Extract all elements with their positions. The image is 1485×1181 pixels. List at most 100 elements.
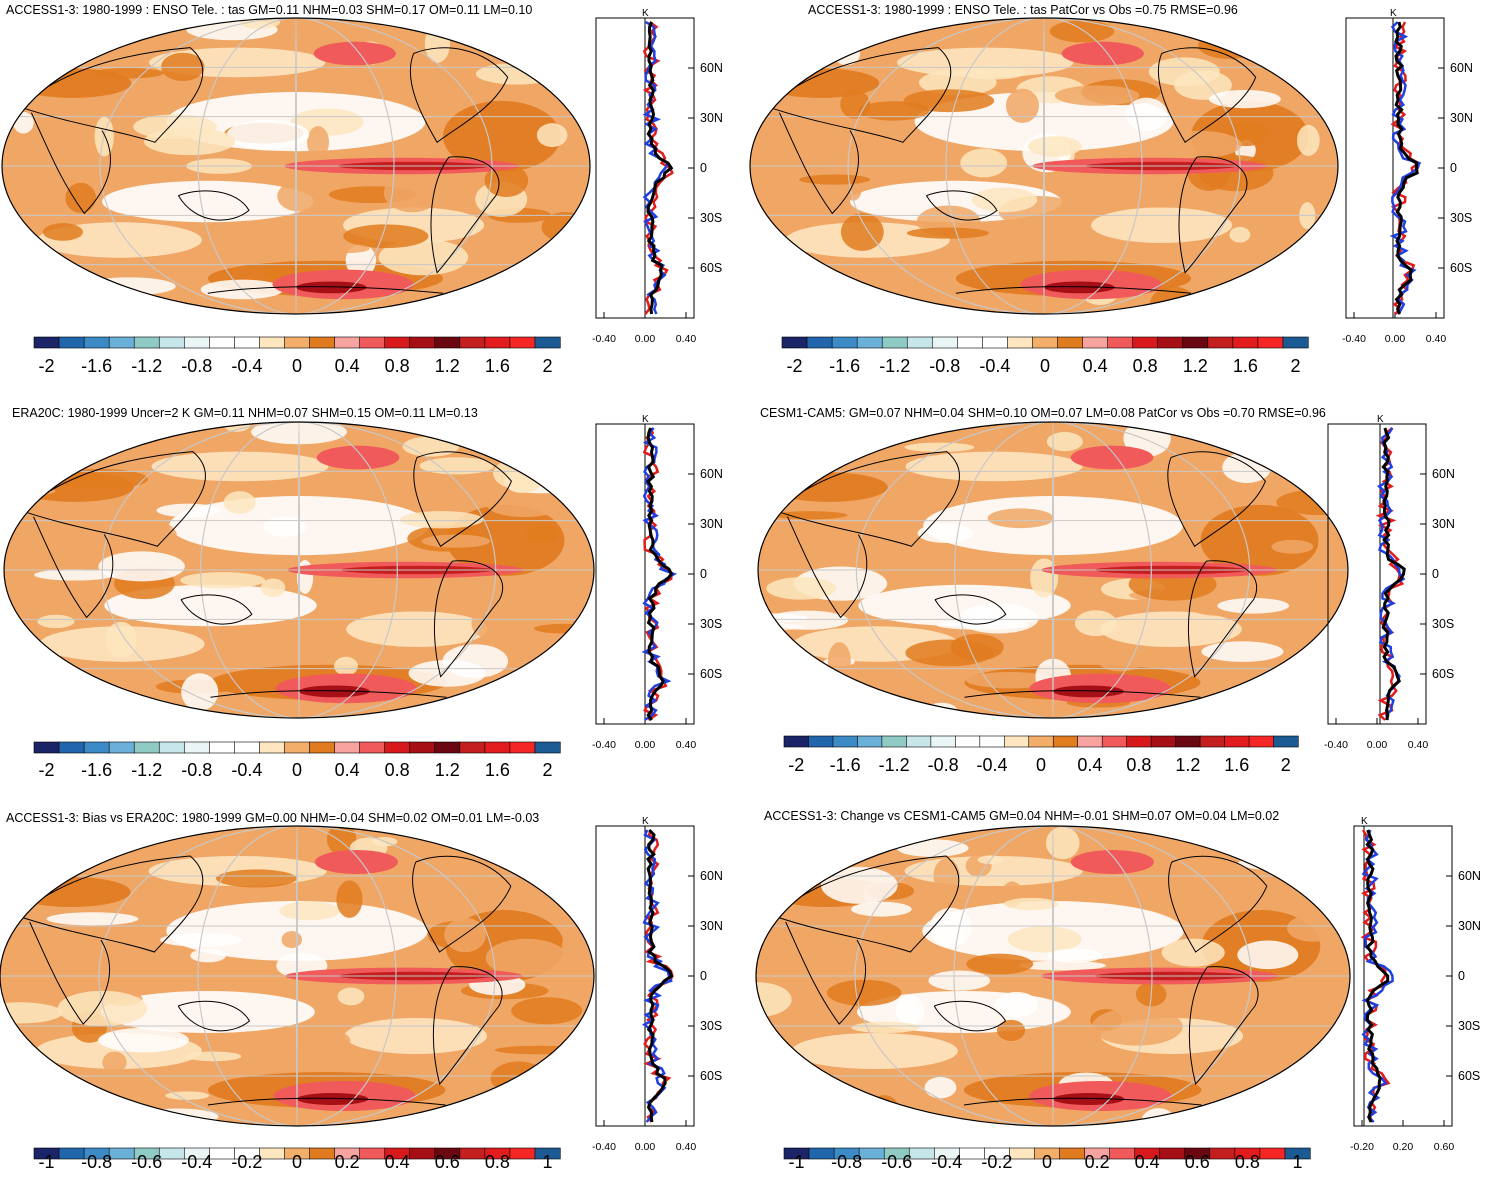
colorbar-cell (234, 336, 261, 349)
colorbar-label: 2 (542, 356, 552, 376)
field-patch (1074, 610, 1117, 637)
lat-label: 30S (700, 211, 722, 225)
panel-access-patcor: ACCESS1-3: 1980-1999 : ENSO Tele. : tas … (742, 0, 1485, 392)
field-patch (334, 656, 358, 676)
colorbar-label: 0.4 (1135, 1152, 1160, 1172)
graticule-meridian (1043, 18, 1045, 314)
x-tick-label: 0.00 (1367, 739, 1388, 751)
lat-label: 60N (1458, 869, 1481, 883)
field-patch (260, 578, 286, 597)
profile-curve (642, 20, 670, 315)
colorbar: -1 -0.8 -0.6 -0.4 -0.2 0 0.2 0.4 0.6 0.8 1 (33, 1147, 561, 1172)
coastlines (17, 855, 512, 1106)
field-patch (399, 511, 484, 529)
lat-label: 0 (1450, 161, 1457, 175)
field-patch (337, 987, 365, 1006)
lat-label: 30N (1450, 111, 1473, 125)
field-patch (190, 948, 226, 963)
field-patch (490, 1061, 547, 1096)
field-patch (101, 180, 314, 223)
graticule-meridian (298, 422, 300, 718)
colorbar-cell (534, 336, 561, 349)
north-patch (316, 445, 400, 470)
lat-label: 0 (1458, 969, 1465, 983)
x-tick-label: 0.00 (635, 1141, 656, 1153)
x-tick-label: 0.40 (1408, 739, 1429, 751)
colorbar-label: 0.8 (1126, 755, 1151, 775)
graticule (4, 422, 594, 718)
coastlines (775, 451, 1266, 698)
field-patch (344, 1018, 488, 1054)
coastline (785, 921, 866, 1025)
colorbar-cell (979, 735, 1005, 748)
graticule-meridian (101, 422, 497, 718)
coastline (963, 1097, 1202, 1106)
colorbar-cell (409, 336, 436, 349)
map-border (1, 17, 591, 315)
colorbar-cell (534, 1147, 561, 1160)
profile-unit-label: K (642, 8, 649, 19)
colorbar-cell (459, 336, 486, 349)
colorbar-cell (1182, 336, 1209, 349)
field-patch (536, 123, 568, 148)
coastline (1187, 560, 1258, 678)
coastline (412, 855, 512, 953)
field-patch (1156, 130, 1242, 159)
colorbar-cell (783, 735, 810, 748)
colorbar-cell (334, 336, 361, 349)
profile-unit-label: K (642, 414, 649, 425)
colorbar-cell (259, 741, 286, 754)
profile-curve (1390, 21, 1422, 315)
x-tick-label: 0.40 (676, 1141, 697, 1153)
colorbar-cell (509, 336, 536, 349)
colorbar-cell (309, 741, 336, 754)
colorbar-cell (856, 336, 883, 349)
x-tick-label: 0.20 (1393, 1141, 1414, 1153)
field-patch (851, 901, 912, 917)
field-patch (897, 47, 1074, 78)
colorbar-label: -0.8 (831, 1152, 862, 1172)
field-patch (241, 696, 265, 718)
colorbar-cell (881, 336, 908, 349)
colorbar-label: -0.8 (928, 755, 959, 775)
field-patch (35, 1093, 94, 1126)
field-patch (928, 970, 991, 991)
x-tick-label: 0.60 (1434, 1141, 1455, 1153)
coastline (964, 690, 1201, 698)
field-patch (758, 422, 827, 437)
colorbar-label: 0 (1036, 755, 1046, 775)
coastline (773, 855, 960, 953)
colorbar: -2 -1.6 -1.2 -0.8 -0.4 0 0.4 0.8 1.2 1.6 2 (33, 741, 561, 780)
field-patch (216, 869, 297, 888)
profile-curve (646, 828, 674, 1123)
coastline (29, 921, 110, 1025)
colorbar-cell (108, 336, 135, 349)
field-patch (98, 551, 185, 582)
colorbar-cell (1259, 1147, 1286, 1160)
field-patch (485, 938, 568, 977)
lat-label: 30S (700, 1019, 722, 1033)
field-patch (115, 291, 141, 314)
colorbar-label: 1.6 (485, 760, 510, 780)
field-patch (525, 681, 585, 706)
map-border (0, 825, 595, 1127)
profile-curve (646, 427, 674, 721)
lat-label: 60N (700, 869, 723, 883)
field-patch (383, 173, 441, 213)
lat-label: 60S (700, 1069, 722, 1083)
graticule-meridian (99, 18, 493, 314)
field-patch (1217, 598, 1290, 614)
colorbar-label: 1.2 (1183, 356, 1208, 376)
field-patch (515, 682, 588, 705)
colorbar-cell (83, 741, 110, 754)
coastline (21, 451, 207, 547)
colorbar-cell (957, 336, 983, 349)
lat-label: 0 (700, 161, 707, 175)
field-patch (1193, 1076, 1232, 1086)
field-patch (100, 991, 315, 1033)
profile-curve (1394, 21, 1419, 315)
colorbar-cell (1209, 1147, 1236, 1160)
field-patch (13, 111, 34, 134)
graticule-meridian (854, 826, 1252, 1126)
